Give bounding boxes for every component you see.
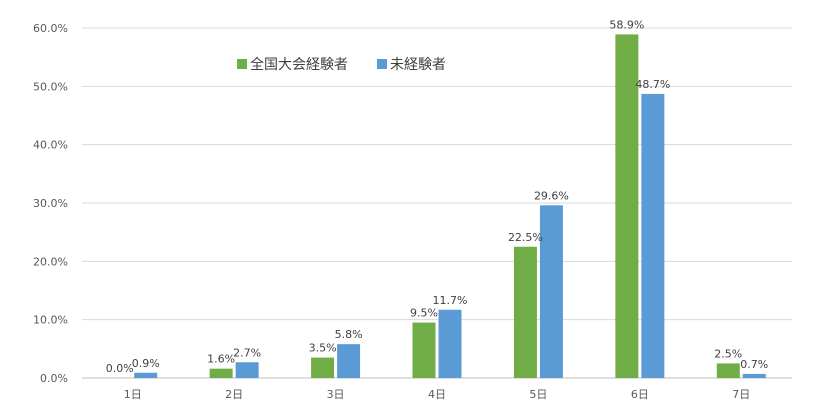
bar-series-0-5: [615, 34, 639, 379]
y-tick-label: 20.0%: [33, 255, 68, 268]
legend-swatch-series-0: [237, 59, 247, 69]
x-tick-label: 5日: [529, 388, 547, 401]
y-tick-label: 40.0%: [33, 139, 68, 152]
bar-series-0-3: [412, 322, 436, 378]
data-label-series-1-4: 29.6%: [534, 189, 569, 202]
bar-series-0-6: [716, 363, 740, 378]
data-label-series-1-0: 0.9%: [132, 357, 160, 370]
legend-label-series-0: 全国大会経験者: [250, 56, 348, 73]
data-label-series-0-6: 2.5%: [714, 347, 742, 360]
bars: [134, 34, 766, 379]
y-axis-ticks: 0.0% 10.0% 20.0% 30.0% 40.0% 50.0% 60.0%: [33, 22, 68, 385]
legend-label-series-1: 未経験者: [390, 57, 446, 73]
legend: 全国大会経験者 未経験者: [237, 56, 446, 73]
data-label-series-0-1: 1.6%: [207, 353, 235, 366]
bar-series-1-6: [742, 373, 766, 378]
data-label-series-0-5: 58.9%: [609, 18, 644, 31]
bar-series-1-4: [539, 205, 563, 378]
data-label-series-1-6: 0.7%: [740, 358, 768, 371]
bar-series-0-4: [513, 246, 537, 378]
x-axis-ticks: 1日 2日 3日 4日 5日 6日 7日: [124, 388, 751, 401]
data-label-series-0-2: 3.5%: [309, 342, 337, 355]
data-label-series-1-2: 5.8%: [335, 328, 363, 341]
x-tick-label: 4日: [428, 388, 446, 401]
data-label-series-0-4: 22.5%: [508, 231, 543, 244]
data-label-series-1-3: 11.7%: [433, 294, 468, 307]
legend-swatch-series-1: [377, 59, 387, 69]
data-label-series-0-3: 9.5%: [410, 307, 438, 320]
data-label-series-1-5: 48.7%: [635, 78, 670, 91]
bar-series-1-5: [641, 93, 665, 379]
bar-series-0-1: [209, 368, 233, 378]
bar-series-1-0: [134, 372, 158, 378]
bar-series-1-2: [337, 344, 361, 378]
gridlines: [82, 27, 792, 379]
bar-series-1-1: [235, 362, 259, 378]
x-tick-label: 6日: [631, 388, 649, 401]
y-tick-label: 0.0%: [40, 372, 68, 385]
y-tick-label: 50.0%: [33, 80, 68, 93]
x-tick-label: 3日: [327, 388, 345, 401]
y-tick-label: 10.0%: [33, 314, 68, 327]
bar-series-1-3: [438, 309, 462, 378]
x-tick-label: 7日: [732, 388, 750, 401]
x-tick-label: 1日: [124, 388, 142, 401]
data-label-series-0-0: 0.0%: [106, 362, 134, 375]
y-tick-label: 30.0%: [33, 197, 68, 210]
data-labels: 0.0%0.9% 1.6%2.7% 3.5%5.8% 9.5%11.7% 22.5% 29…: [106, 18, 769, 375]
bar-series-0-2: [311, 357, 335, 378]
data-label-series-1-1: 2.7%: [233, 346, 261, 359]
x-tick-label: 2日: [225, 388, 243, 401]
y-tick-label: 60.0%: [33, 22, 68, 35]
